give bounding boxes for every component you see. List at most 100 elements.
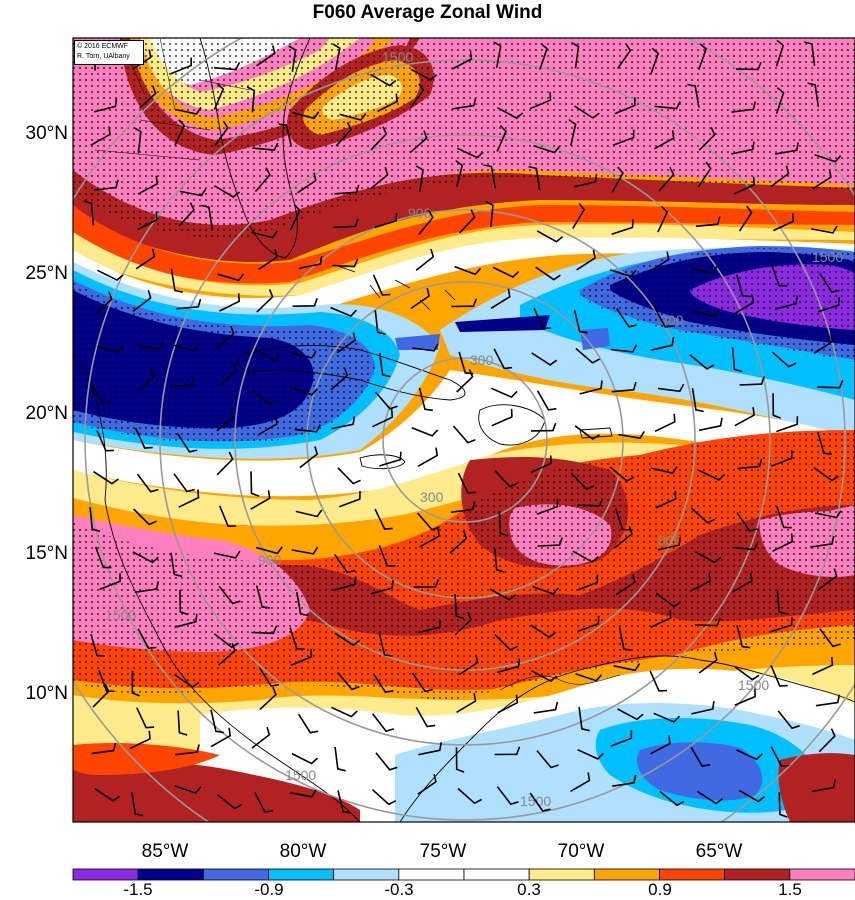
wind-barb [136, 707, 155, 729]
wind-barb [378, 451, 402, 467]
wind-barb [569, 772, 591, 793]
wind-barb [178, 489, 200, 508]
wind-barb [370, 579, 394, 595]
us-states [94, 38, 251, 161]
ring-label-300-a: 300 [470, 352, 494, 368]
lon-label-70: 70°W [558, 841, 605, 862]
wind-barb [530, 455, 552, 474]
wind-barb [372, 274, 391, 296]
wind-barb [216, 325, 235, 349]
lat-label-20: 20°N [26, 403, 68, 424]
wind-barb [776, 589, 788, 615]
wind-barb [292, 298, 318, 307]
wind-barb [413, 579, 440, 588]
wind-barb [483, 164, 497, 189]
wind-barb [655, 490, 677, 509]
wind-barb [99, 573, 121, 591]
wind-barb [334, 553, 356, 574]
wind-barb [659, 790, 685, 807]
lon-label-85: 85°W [142, 841, 189, 862]
wind-barb [179, 188, 207, 197]
wind-barb [687, 83, 700, 108]
wind-barb [219, 362, 238, 386]
wind-barb [613, 663, 641, 672]
wind-barb [371, 789, 397, 806]
ring-300 [306, 281, 624, 599]
wind-barb [695, 551, 722, 564]
wind-barb [819, 273, 840, 293]
wind-barb [174, 106, 202, 115]
florida-coast [199, 38, 311, 259]
wind-barb [813, 333, 834, 355]
shaded-field [73, 38, 855, 822]
wind-barb [375, 752, 398, 771]
wind-barb [535, 266, 561, 281]
wind-barb [213, 550, 241, 559]
wind-barb [493, 348, 513, 370]
wind-barb [497, 694, 519, 714]
wind-barb [778, 792, 788, 818]
wind-barb [773, 213, 795, 232]
range-rings [73, 38, 855, 822]
wind-barb [697, 790, 723, 805]
wind-barb [334, 746, 346, 772]
wind-barb [650, 47, 660, 75]
wind-barb [690, 266, 718, 275]
wind-barb [697, 161, 712, 188]
wind-barb [489, 588, 517, 601]
wind-barb [804, 41, 816, 66]
wind-barb [658, 167, 675, 192]
wind-barb [618, 627, 632, 652]
ring-label-900-c: 900 [658, 532, 682, 548]
wind-barb [450, 501, 476, 514]
wind-barb [337, 671, 360, 691]
wind-barb [374, 310, 386, 335]
wind-barb [218, 505, 237, 528]
wind-barb [216, 409, 235, 432]
stipple-south [73, 432, 855, 702]
wind-barb [568, 119, 577, 146]
wind-barb [170, 376, 196, 388]
wind-barb [254, 348, 281, 362]
wind-barb [572, 202, 586, 229]
wind-barb [650, 735, 671, 755]
wind-barb [93, 98, 118, 113]
colorbar-label-3: 0.3 [517, 880, 541, 899]
wind-barb [456, 692, 477, 713]
wind-barb [418, 210, 434, 236]
wind-barb [278, 123, 293, 147]
wind-barb [812, 657, 834, 676]
lon-label-65: 65°W [696, 841, 743, 862]
wind-barb [137, 341, 164, 350]
ring-label-900-b: 900 [258, 552, 282, 568]
wind-barb [657, 537, 682, 551]
wind-barb [410, 68, 438, 81]
wind-barb [734, 688, 756, 706]
wind-barb [617, 708, 644, 721]
jamaica [359, 454, 406, 470]
wind-barb [531, 670, 558, 683]
wind-barb [579, 380, 603, 395]
wind-barb [577, 615, 600, 633]
wind-barb [698, 469, 726, 481]
hispaniola [478, 404, 546, 446]
wind-barb [378, 545, 396, 567]
wind-barb [138, 368, 156, 393]
wind-barb [649, 670, 668, 692]
latitude-labels: 30°N 25°N 20°N 15°N 10°N [26, 123, 68, 704]
wind-barb [770, 617, 793, 633]
ring-label-300-b: 300 [420, 489, 444, 505]
wind-barb [296, 592, 309, 617]
wind-barb [818, 568, 838, 590]
wind-barb [529, 792, 551, 812]
colorbar-label-1: -0.9 [254, 880, 283, 899]
wind-barb [292, 111, 320, 120]
wind-barb [457, 472, 476, 494]
wind-barb [814, 153, 842, 163]
wind-barb [654, 413, 676, 433]
wind-barb [811, 225, 838, 234]
wind-barb [255, 546, 283, 555]
wind-barb [490, 387, 518, 399]
longitude-labels: 85°W 80°W 75°W 70°W 65°W [142, 841, 743, 862]
wind-barb [536, 498, 559, 516]
